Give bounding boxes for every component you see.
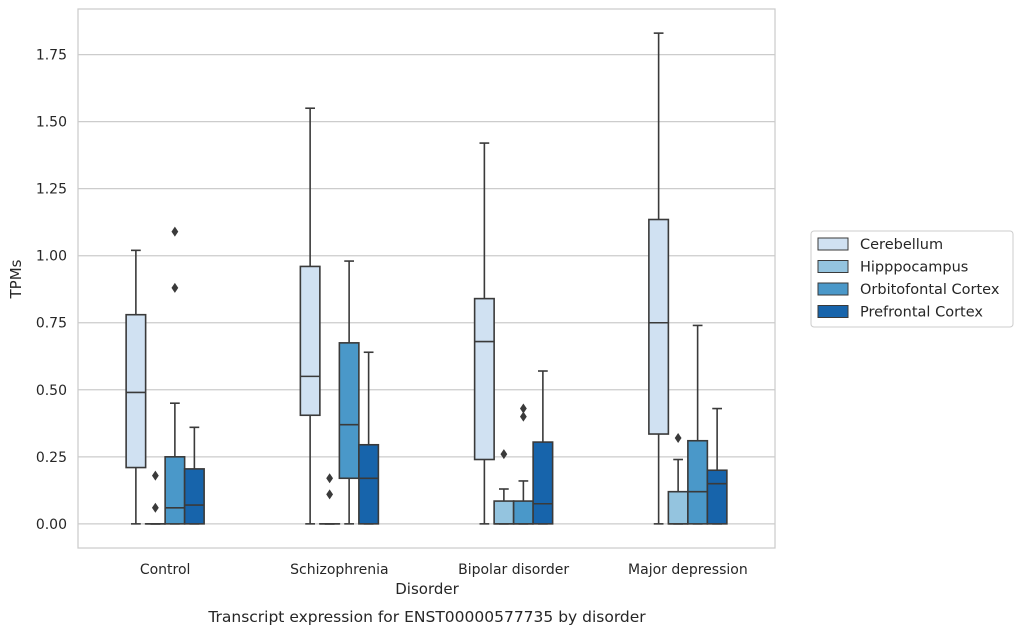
box xyxy=(648,218,670,435)
y-tick-label: 1.50 xyxy=(36,115,67,131)
legend-label: Prefrontal Cortex xyxy=(860,305,983,321)
y-axis-label: TPMs xyxy=(7,259,25,299)
y-tick-labels: 0.00 0.25 0.50 0.75 1.00 1.25 1.50 1.75 xyxy=(36,48,67,533)
box xyxy=(687,439,709,525)
outlier-point xyxy=(326,473,334,484)
legend-swatch xyxy=(817,305,849,318)
box xyxy=(338,342,360,480)
box xyxy=(667,490,689,525)
legend-frame xyxy=(810,230,1014,328)
box xyxy=(706,469,728,525)
chart-caption: Transcript expression for ENST0000057773… xyxy=(207,608,646,626)
x-tick-label: Bipolar disorder xyxy=(458,562,569,578)
outlier-point xyxy=(500,449,508,460)
series-orbitofontal-cortex xyxy=(164,226,709,525)
box xyxy=(473,297,495,461)
legend-label: Cerebellum xyxy=(860,237,943,253)
x-tick-labels: Control Schizophrenia Bipolar disorder Majo… xyxy=(140,562,748,578)
outlier-point xyxy=(519,411,527,422)
legend-swatch xyxy=(817,237,849,251)
y-tick-label: 0.00 xyxy=(36,517,67,533)
box xyxy=(164,456,186,525)
outlier-point xyxy=(519,403,527,414)
y-tick-label: 1.25 xyxy=(36,182,67,198)
legend: Cerebellum Hipppocampus Orbitofontal Corte… xyxy=(810,230,1014,328)
box xyxy=(512,500,534,525)
series-hipppocampus xyxy=(144,433,689,525)
legend-label: Hipppocampus xyxy=(860,260,968,276)
plot-area-frame xyxy=(77,8,776,549)
y-tick-label: 0.25 xyxy=(36,450,67,466)
box xyxy=(358,443,380,525)
y-tick-label: 1.75 xyxy=(36,48,67,64)
y-tick-label: 0.75 xyxy=(36,316,67,332)
x-axis-label: Disorder xyxy=(395,580,459,598)
legend-label: Orbitofontal Cortex xyxy=(860,282,1000,298)
legend-swatch xyxy=(817,260,849,273)
x-tick-label: Control xyxy=(140,562,191,578)
gridlines xyxy=(78,53,775,525)
box xyxy=(125,313,147,469)
box xyxy=(532,441,554,525)
box xyxy=(299,265,321,417)
legend-swatch xyxy=(817,282,849,296)
y-tick-label: 1.00 xyxy=(36,249,67,265)
outlier-point xyxy=(171,226,179,237)
outlier-point xyxy=(151,470,159,481)
y-tick-label: 0.50 xyxy=(36,383,67,399)
x-tick-label: Major depression xyxy=(628,562,748,578)
outlier-point xyxy=(326,489,334,500)
series-prefrontal-cortex xyxy=(183,351,728,525)
outlier-point xyxy=(674,433,682,444)
box xyxy=(183,468,205,525)
x-tick-label: Schizophrenia xyxy=(290,562,388,578)
box-series xyxy=(125,32,728,525)
outlier-point xyxy=(171,282,179,293)
series-cerebellum xyxy=(125,32,670,525)
box xyxy=(493,500,515,525)
outlier-point xyxy=(151,502,159,513)
